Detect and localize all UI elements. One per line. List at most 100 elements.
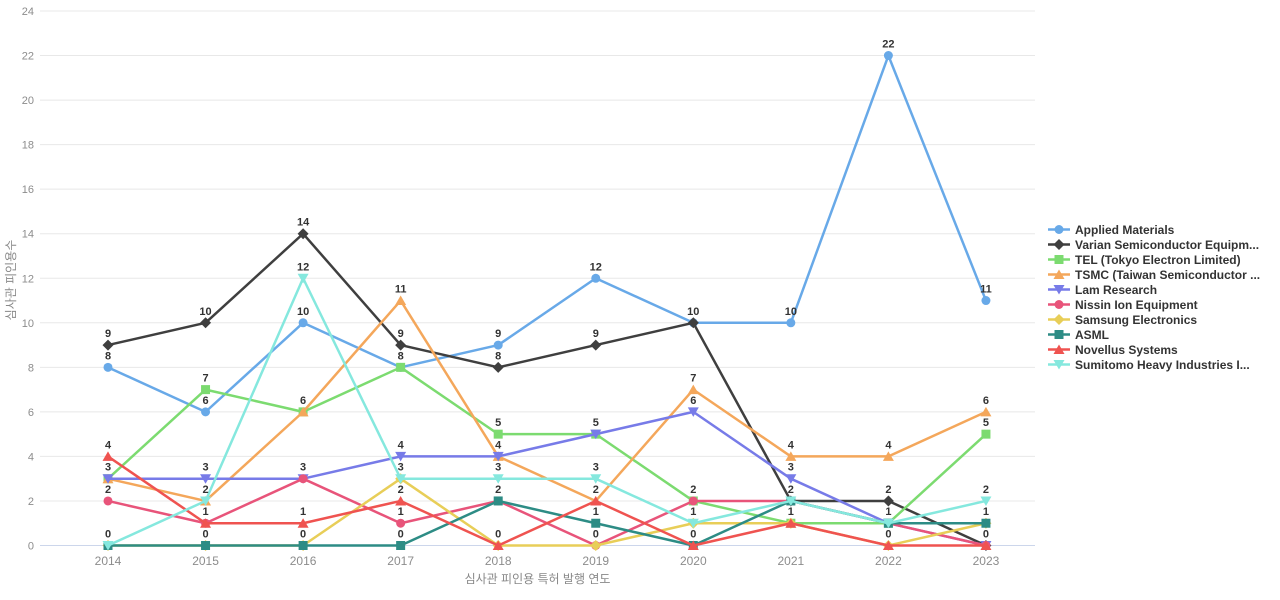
value-label: 1 [788,506,794,518]
data-point[interactable] [200,317,212,329]
data-point[interactable] [395,451,407,462]
data-point[interactable] [396,518,406,528]
legend-item-novellus-systems[interactable]: Novellus Systems [1048,342,1260,357]
data-point[interactable] [297,518,309,528]
value-label: 6 [983,395,989,407]
legend-item-applied-materials[interactable]: Applied Materials [1048,222,1260,237]
data-point[interactable] [882,518,894,529]
data-point[interactable] [395,295,407,306]
legend-item-sumitomo-heavy-industries-i[interactable]: Sumitomo Heavy Industries I... [1048,357,1260,372]
data-point[interactable] [687,518,699,529]
data-point[interactable] [493,429,503,439]
data-point[interactable] [395,495,407,506]
data-point[interactable] [492,451,504,462]
data-point[interactable] [298,318,308,328]
data-point[interactable] [590,495,602,506]
data-point[interactable] [590,540,602,551]
value-label: 22 [882,39,894,51]
x-tick-label: 2016 [290,554,317,568]
data-point[interactable] [102,541,114,551]
y-axis-title: 심사관 피인용수 [4,240,18,321]
data-point[interactable] [981,518,991,528]
data-point[interactable] [785,518,797,528]
data-point[interactable] [201,407,211,417]
data-point[interactable] [200,474,212,484]
data-point[interactable] [591,273,601,283]
legend-item-label: Novellus Systems [1075,342,1178,357]
data-point[interactable] [493,340,503,350]
legend-item-asml[interactable]: ASML [1048,327,1260,342]
data-point[interactable] [981,296,991,306]
data-point[interactable] [492,474,504,484]
data-point[interactable] [785,474,797,484]
data-point[interactable] [492,361,504,373]
circle-icon [1054,300,1064,309]
triangle-up-icon [1053,344,1065,354]
legend-item-samsung-electronics[interactable]: Samsung Electronics [1048,312,1260,327]
data-point[interactable] [590,429,602,440]
legend-item-label: Varian Semiconductor Equipm... [1075,237,1260,252]
y-tick-label: 8 [28,362,34,374]
data-point[interactable] [688,496,698,506]
data-point[interactable] [297,273,309,284]
legend-item-varian-semiconductor-equipm[interactable]: Varian Semiconductor Equipm... [1048,237,1260,252]
legend-item-nissin-ion-equipment[interactable]: Nissin Ion Equipment [1048,297,1260,312]
triangle-down-legend-marker-icon [1048,360,1070,370]
data-point[interactable] [201,385,211,395]
legend-item-label: Sumitomo Heavy Industries I... [1075,357,1250,372]
data-point[interactable] [395,339,407,351]
data-point[interactable] [687,540,699,551]
data-point[interactable] [786,318,796,328]
data-point[interactable] [687,384,699,395]
data-point[interactable] [785,496,797,506]
data-point[interactable] [882,451,894,461]
data-point[interactable] [687,317,699,329]
y-tick-label: 12 [22,273,34,285]
value-label: 0 [593,529,599,541]
data-point[interactable] [298,541,308,550]
data-point[interactable] [200,518,212,528]
legend-item-tsmc-taiwan-semiconductor[interactable]: TSMC (Taiwan Semiconductor ... [1048,267,1260,282]
data-point[interactable] [883,51,893,61]
triangle-up-legend-marker-icon [1048,269,1070,279]
data-point[interactable] [297,228,309,240]
data-point[interactable] [981,429,991,439]
value-label: 8 [495,350,501,362]
data-point[interactable] [590,474,602,484]
data-point[interactable] [492,540,504,551]
value-label: 14 [297,217,310,229]
data-point[interactable] [103,362,113,372]
data-point[interactable] [395,474,407,484]
value-label: 4 [105,439,112,451]
data-point[interactable] [396,541,406,550]
data-point[interactable] [103,496,113,506]
y-tick-label: 18 [22,140,34,152]
data-point[interactable] [882,495,894,507]
data-point[interactable] [980,406,992,417]
y-tick-label: 2 [28,496,34,508]
value-label: 7 [690,373,696,385]
data-point[interactable] [396,362,406,372]
data-point[interactable] [590,339,602,351]
value-label: 0 [105,529,111,541]
data-point[interactable] [687,407,699,417]
data-point[interactable] [980,540,992,551]
data-point[interactable] [102,451,114,461]
data-point[interactable] [102,474,114,484]
square-icon [1054,255,1064,264]
data-point[interactable] [298,474,308,484]
data-point[interactable] [591,518,601,528]
y-tick-label: 14 [22,229,34,241]
data-point[interactable] [980,496,992,506]
data-point[interactable] [297,406,309,417]
data-point[interactable] [882,540,894,551]
data-point[interactable] [493,496,503,506]
x-axis-ticks: 2014 2015 2016 2017 2018 2019 2020 2021 2022 2023 [95,554,1000,568]
data-point[interactable] [102,339,114,351]
data-point[interactable] [785,451,797,461]
legend-item-lam-research[interactable]: Lam Research [1048,282,1260,297]
legend-item-tel-tokyo-electron-limited[interactable]: TEL (Tokyo Electron Limited) [1048,252,1260,267]
data-point[interactable] [200,496,212,506]
data-point[interactable] [201,541,211,550]
